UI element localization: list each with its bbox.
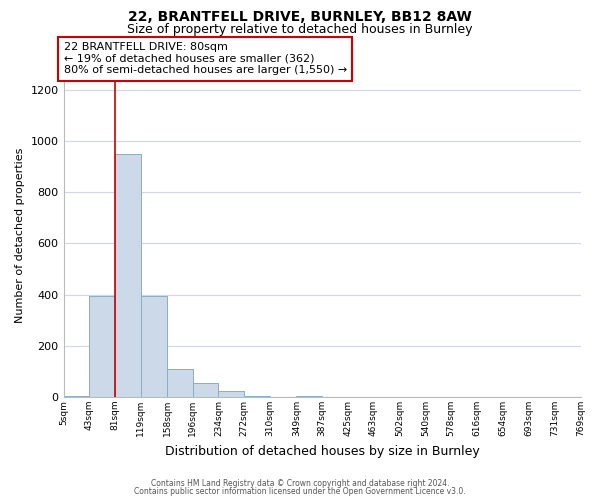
Text: Contains public sector information licensed under the Open Government Licence v3: Contains public sector information licen…: [134, 487, 466, 496]
Text: Contains HM Land Registry data © Crown copyright and database right 2024.: Contains HM Land Registry data © Crown c…: [151, 478, 449, 488]
Bar: [296, 396, 322, 397]
Bar: [64, 396, 89, 397]
Text: 22, BRANTFELL DRIVE, BURNLEY, BB12 8AW: 22, BRANTFELL DRIVE, BURNLEY, BB12 8AW: [128, 10, 472, 24]
Bar: [167, 370, 193, 397]
Bar: [244, 396, 270, 397]
Bar: [115, 154, 140, 397]
Bar: [193, 383, 218, 397]
X-axis label: Distribution of detached houses by size in Burnley: Distribution of detached houses by size …: [164, 444, 479, 458]
Text: Size of property relative to detached houses in Burnley: Size of property relative to detached ho…: [127, 22, 473, 36]
Text: 22 BRANTFELL DRIVE: 80sqm
← 19% of detached houses are smaller (362)
80% of semi: 22 BRANTFELL DRIVE: 80sqm ← 19% of detac…: [64, 42, 347, 76]
Bar: [89, 296, 115, 397]
Y-axis label: Number of detached properties: Number of detached properties: [15, 148, 25, 324]
Bar: [218, 392, 244, 397]
Bar: [140, 296, 167, 397]
